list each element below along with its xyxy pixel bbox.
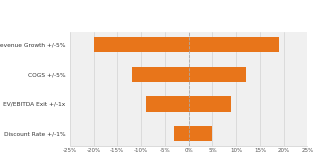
Bar [189,37,279,52]
Bar [189,96,231,111]
Bar [174,126,189,141]
Bar [146,96,189,111]
Bar [132,67,189,82]
Bar [189,67,246,82]
Bar [94,37,189,52]
Bar [189,126,212,141]
Text: Impact on Share Price By Change In Assumption: Impact on Share Price By Change In Assum… [44,10,273,19]
